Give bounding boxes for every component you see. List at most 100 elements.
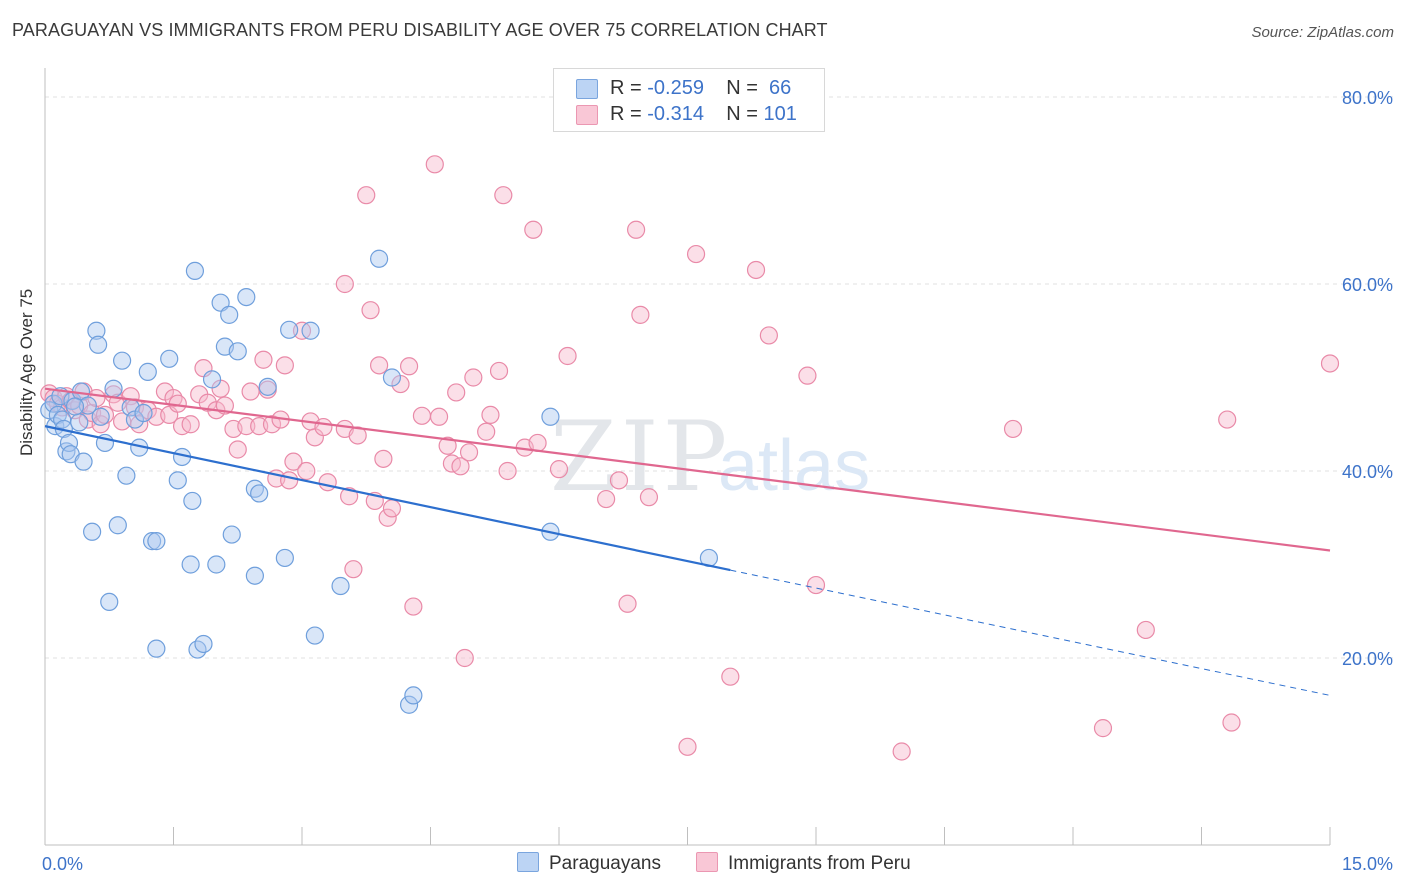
paraguayan-point (207, 555, 226, 574)
peru-point (335, 274, 354, 294)
peru-point (597, 489, 616, 509)
paraguayan-point (305, 626, 324, 645)
peru-point (318, 473, 337, 492)
paraguayan-point (112, 351, 132, 370)
peru-point (678, 737, 697, 756)
peru-point (228, 440, 247, 459)
peru-point (806, 575, 826, 595)
peru-point (549, 460, 569, 479)
axes (44, 68, 1331, 846)
x-tick-label-end: 15.0% (1342, 854, 1393, 874)
paraguayan-point (74, 452, 93, 471)
paraguayan-point (202, 370, 222, 389)
legend-swatch-pink (576, 105, 598, 125)
peru-point (280, 471, 299, 490)
paraguayan-point (228, 342, 247, 361)
peru-point (382, 499, 402, 518)
paraguayan-point (280, 320, 299, 339)
peru-point (181, 415, 200, 434)
paraguayan-point (147, 532, 166, 551)
paraguayan-point (44, 394, 63, 413)
peru-point (254, 350, 273, 369)
legend-r-value: -0.259 (647, 77, 704, 99)
paraguayan-point (147, 639, 166, 658)
paraguayan-point (168, 471, 187, 490)
peru-point (348, 426, 367, 445)
peru-point (370, 356, 389, 375)
bottom-legend-label: Paraguayans (549, 853, 661, 874)
y-tick-label: 80.0% (1342, 88, 1393, 108)
paraguayan-point (258, 377, 277, 396)
peru-point (455, 648, 474, 668)
peru-point (477, 422, 496, 441)
paraguayan-point (89, 335, 108, 354)
paraguayan-point (181, 555, 200, 574)
peru-point (631, 305, 650, 324)
paraguayan-trend-line (44, 425, 731, 572)
peru-point (438, 436, 457, 455)
chart-title: PARAGUAYAN VS IMMIGRANTS FROM PERU DISAB… (12, 20, 828, 40)
peru-points (40, 155, 1340, 761)
peru-point (494, 186, 513, 205)
paraguayan-point (541, 407, 560, 426)
peru-point (344, 560, 363, 579)
paraguayan-point (370, 249, 389, 268)
paraguayan-trend-extension (730, 569, 1331, 696)
peru-point (262, 415, 282, 434)
paraguayan-point (245, 566, 264, 585)
peru-point (1003, 419, 1023, 439)
bottom-legend-paraguayans: Paraguayans (517, 852, 661, 875)
paraguayan-point (160, 349, 179, 368)
correlation-legend: R = -0.259 N = 66 R = -0.314 N = 101 (553, 68, 825, 132)
legend-r-value: -0.314 (647, 103, 704, 125)
peru-point (746, 260, 766, 280)
paraguayan-point (301, 321, 320, 340)
peru-point (361, 301, 380, 320)
bottom-legend-peru: Immigrants from Peru (696, 852, 911, 875)
peru-point (314, 417, 333, 437)
paraguayan-point (399, 695, 419, 714)
peru-point (357, 186, 376, 205)
paraguayan-point (382, 368, 402, 387)
paraguayan-point (250, 484, 269, 503)
legend-n-value: 66 (763, 77, 792, 99)
peru-point (721, 667, 740, 686)
paraguayan-points (40, 249, 719, 714)
peru-point (447, 383, 466, 402)
peru-point (237, 417, 256, 436)
source-label: Source: ZipAtlas.com (1251, 24, 1394, 41)
peru-point (284, 452, 303, 471)
paraguayan-point (59, 433, 79, 453)
peru-point (626, 220, 646, 239)
watermark: ZIP atlas (550, 401, 870, 513)
legend-r-label: R = (610, 77, 648, 99)
peru-point (1320, 354, 1340, 373)
peru-point (459, 443, 479, 462)
paraguayan-point (65, 397, 85, 416)
y-tick-label: 20.0% (1342, 649, 1393, 669)
y-tick-label: 60.0% (1342, 275, 1393, 295)
bottom-legend-swatch-pink (696, 852, 718, 872)
peru-point (618, 594, 637, 613)
legend-swatch-blue (576, 79, 598, 99)
peru-point (498, 461, 517, 481)
paraguayan-point (117, 466, 136, 485)
trend-lines (44, 387, 1331, 696)
paraguayan-point (185, 261, 205, 281)
peru-point (91, 415, 110, 434)
y-tick-label: 40.0% (1342, 462, 1393, 482)
peru-trend-line (44, 387, 1331, 552)
paraguayan-point (108, 516, 127, 535)
peru-point (609, 471, 629, 490)
peru-point (639, 488, 659, 507)
peru-point (759, 326, 778, 345)
peru-point (297, 461, 316, 481)
peru-point (241, 382, 260, 401)
paraguayan-point (142, 532, 162, 551)
paraguayan-point (91, 407, 110, 426)
tick-labels: 20.0% 40.0% 60.0% 80.0% 0.0% 15.0% (42, 88, 1393, 874)
paraguayan-point (194, 634, 213, 654)
bottom-legend-swatch-blue (517, 852, 539, 872)
paraguayan-point (331, 576, 350, 596)
